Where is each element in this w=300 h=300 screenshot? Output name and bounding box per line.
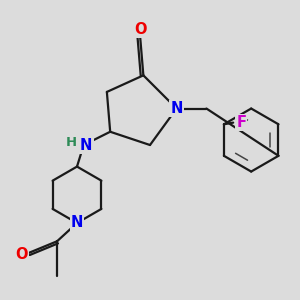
Text: O: O xyxy=(134,22,146,37)
Text: O: O xyxy=(15,247,28,262)
Text: H: H xyxy=(65,136,76,149)
Text: N: N xyxy=(170,101,183,116)
Text: N: N xyxy=(80,137,92,152)
Text: F: F xyxy=(236,115,246,130)
Text: N: N xyxy=(71,215,83,230)
